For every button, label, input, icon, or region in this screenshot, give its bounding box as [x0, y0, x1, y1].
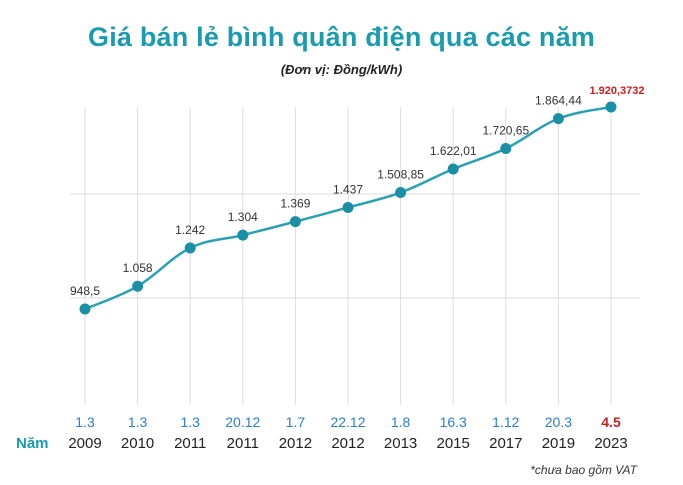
year-tick-label: 2015 — [437, 435, 470, 452]
year-tick-label: 2009 — [68, 435, 101, 452]
data-label: 1.622,01 — [430, 144, 477, 158]
year-tick-label: 2017 — [489, 435, 522, 452]
data-label: 1.864,44 — [535, 94, 582, 108]
date-tick-label: 1.3 — [75, 414, 95, 430]
data-point — [79, 303, 91, 315]
data-point — [289, 216, 301, 228]
data-label: 1.437 — [333, 182, 363, 196]
date-tick-label: 20.12 — [225, 414, 260, 430]
year-tick-label: 2011 — [227, 435, 259, 452]
chart-title: Giá bán lẻ bình quân điện qua các năm — [88, 22, 595, 52]
vat-footnote: *chưa bao gồm VAT — [530, 463, 637, 477]
date-tick-label: 20.3 — [545, 414, 572, 430]
year-tick-label: 2012 — [279, 435, 312, 452]
date-tick-label: 4.5 — [601, 414, 621, 430]
year-tick-label: 2012 — [331, 435, 364, 452]
data-point — [395, 187, 407, 199]
data-point — [132, 280, 144, 292]
data-point — [552, 113, 564, 125]
year-tick-label: 2013 — [384, 435, 417, 452]
data-point — [605, 101, 617, 113]
data-label: 1.369 — [280, 197, 310, 211]
data-point — [447, 163, 459, 175]
data-label: 948,5 — [70, 284, 100, 298]
data-point — [342, 201, 354, 213]
data-label: 1.720,65 — [482, 124, 529, 138]
date-tick-label: 1.3 — [180, 414, 200, 430]
year-row-label: Năm — [16, 435, 49, 452]
date-tick-label: 1.7 — [286, 414, 306, 430]
data-point — [500, 143, 512, 155]
data-point — [184, 242, 196, 254]
data-label: 1.920,3732 — [589, 85, 644, 97]
year-tick-label: 2019 — [542, 435, 575, 452]
date-tick-label: 22.12 — [330, 414, 365, 430]
year-tick-label: 2023 — [594, 435, 627, 452]
year-tick-label: 2011 — [174, 435, 206, 452]
data-label: 1.508,85 — [377, 168, 424, 182]
date-tick-label: 16.3 — [440, 414, 467, 430]
date-tick-label: 1.8 — [391, 414, 411, 430]
data-point — [237, 229, 249, 241]
year-tick-label: 2010 — [121, 435, 154, 452]
data-label: 1.304 — [228, 210, 258, 224]
data-label: 1.058 — [123, 261, 153, 275]
data-label: 1.242 — [175, 223, 205, 237]
date-tick-label: 1.3 — [128, 414, 148, 430]
chart-subtitle: (Đơn vị: Đồng/kWh) — [280, 62, 403, 77]
date-tick-label: 1.12 — [492, 414, 519, 430]
